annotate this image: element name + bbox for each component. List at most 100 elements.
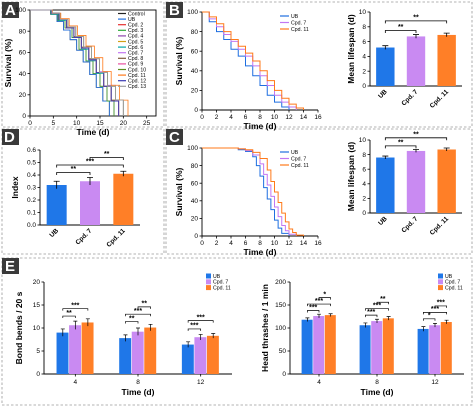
- panel-c-survival-xtick-label: 12: [285, 240, 293, 247]
- panel-e-head-legend-swatch: [438, 279, 443, 285]
- panel-d-ytick-label: 0.6: [27, 147, 36, 154]
- panel-a-plot-frame: [29, 9, 157, 117]
- panel-e-bends-bar: [181, 344, 194, 374]
- panel-e-head-significance-label: *: [323, 291, 326, 298]
- panel-a-legend-entry: Cpd. 13: [128, 84, 146, 90]
- panel-e-head-bar: [359, 325, 371, 374]
- panel-bc-frame: [165, 1, 473, 128]
- panel-a-legend-entry: Cpd. 4: [128, 34, 143, 40]
- panel-e-head-significance-bracket: [318, 297, 331, 300]
- panel-e-head-error-bar: [433, 323, 437, 328]
- panel-c-survival-ytick-label: 40: [191, 198, 199, 205]
- panel-b-bar-bar: [437, 34, 456, 86]
- panel-e-bends-bar: [56, 332, 69, 374]
- panel-b-survival-series-line: [202, 11, 304, 110]
- panel-e-bends-bar: [131, 331, 144, 374]
- panel-d-bar: [113, 173, 134, 225]
- panel-b-survival-xtick-label: 0: [200, 114, 204, 121]
- panel-c-survival-series-line: [202, 147, 304, 236]
- panel-c-survival-series-line: [202, 147, 297, 236]
- panel-e-head-significance-label: ***: [315, 298, 323, 305]
- panel-b-survival-xtick-label: 12: [285, 114, 293, 121]
- panel-b-bar-significance-label: **: [413, 14, 419, 21]
- panel-a-legend-entry: Cpd. 6: [128, 45, 143, 51]
- panel-c-survival-legend-entry: Cpd. 7: [291, 156, 306, 162]
- panel-a-xlabel: Time (d): [77, 127, 110, 137]
- panel-e-bends-legend-swatch: [206, 285, 211, 291]
- panel-b-survival-xtick-label: 4: [229, 114, 233, 121]
- panel-a-xtick-label: 25: [143, 120, 151, 127]
- panel-c-bar-ytick-label: 10: [359, 137, 367, 144]
- panel-e-bends-bar: [81, 322, 94, 374]
- panel-e-bends-bar: [119, 338, 132, 374]
- panel-e-head-legend-entry: UB: [445, 274, 453, 280]
- panel-e-bends-significance-label: **: [129, 315, 135, 322]
- panel-e-head-legend-swatch: [438, 285, 443, 291]
- panel-a-legend-entry: Cpd. 2: [128, 23, 143, 29]
- panel-a-legend-entry: Cpd. 8: [128, 56, 143, 62]
- panel-b-bar-significance-label: **: [398, 24, 404, 31]
- panel-a-ylabel: Survival (%): [3, 39, 13, 88]
- panel-b-survival-legend-entry: Cpd. 7: [291, 20, 306, 26]
- panel-b-bar-error-bar: [443, 32, 450, 37]
- panel-b-bar-category-label: Cpd. 7: [400, 88, 419, 107]
- panel-c-bar-bar: [437, 149, 456, 213]
- panel-d-ytick-label: 0.2: [27, 197, 36, 204]
- panel-e-head-error-bar: [444, 319, 449, 324]
- panel-a-ytick-label: 80: [19, 28, 27, 35]
- panel-d-significance-bracket: [56, 172, 91, 175]
- panel-c-bar-bar: [376, 157, 395, 213]
- panel-a-legend-entry: Control: [128, 11, 145, 17]
- panel-e-head-bar: [371, 321, 383, 374]
- panel-e-bends-significance-bracket: [62, 308, 89, 311]
- panel-d-significance-label: ***: [86, 159, 94, 166]
- panel-a-ytick-label: 60: [19, 50, 27, 57]
- panel-e-head-error-bar: [375, 318, 379, 323]
- panel-a-xtick-label: 10: [73, 120, 81, 127]
- panel-e-bends-significance-label: ***: [197, 314, 205, 321]
- panel-a-ytick-label: 40: [19, 71, 27, 78]
- panel-c-bar-ytick-label: 4: [362, 181, 366, 188]
- panel-e-bends-bar: [69, 325, 81, 374]
- panel-e-head-error-bar: [386, 316, 391, 321]
- panel-c-survival-xtick-label: 8: [258, 240, 262, 247]
- panel-d-bar: [80, 181, 100, 225]
- panel-b-survival-legend-entry: Cpd. 11: [291, 27, 309, 33]
- panel-e-head-significance-label: ***: [309, 304, 317, 311]
- panel-e-head-bar: [382, 318, 394, 374]
- panel-e-head-legend-swatch: [438, 273, 443, 279]
- panel-e-head-significance-label: ***: [373, 302, 381, 309]
- panel-c-survival-ytick-label: 60: [191, 180, 199, 187]
- panel-a-legend-entry: Cpd. 10: [128, 67, 146, 73]
- panel-a-legend-entry: Cpd. 12: [128, 79, 146, 85]
- panel-c-survival-xtick-label: 0: [200, 240, 204, 247]
- panel-tag-c: C: [166, 129, 183, 146]
- panel-b-bar-error-bar: [413, 34, 419, 39]
- panel-b-survival-legend-entry: UB: [291, 14, 299, 20]
- panel-b-survival-xtick-label: 8: [258, 114, 262, 121]
- panel-e-bends-error-bar: [85, 318, 90, 327]
- panel-label-a: A: [5, 2, 16, 19]
- panel-c-bar-ytick-label: 0: [362, 210, 366, 217]
- panel-b-bar-category-label: Cpd. 11: [429, 88, 451, 110]
- panel-c-bar-ytick-label: 6: [362, 166, 366, 173]
- panel-e-head-significance-label: ***: [437, 300, 445, 307]
- panel-e-bends-significance-label: **: [66, 310, 72, 317]
- panel-a-legend-entry: Cpd. 7: [128, 51, 143, 57]
- panel-e-bends-legend-entry: UB: [213, 274, 221, 280]
- panel-e-head-significance-label: **: [380, 296, 386, 303]
- panel-e-bends-category-label: 8: [136, 379, 140, 386]
- panel-tag-b: B: [166, 2, 183, 19]
- panel-c-survival-xtick-label: 16: [314, 240, 322, 247]
- panel-c-bar-error-bar: [413, 149, 419, 153]
- panel-b-bar-error-bar: [382, 45, 389, 50]
- panel-b-bar-ytick-label: 6: [362, 39, 366, 46]
- panel-b-survival-ylabel: Survival (%): [174, 37, 184, 86]
- panel-e-head-significance-bracket: [423, 312, 447, 315]
- panel-e-head-bar: [301, 319, 313, 374]
- panel-c-bar-category-label: Cpd. 7: [400, 215, 419, 234]
- panel-e-bends-ytick-label: 10: [33, 325, 41, 332]
- panel-b-survival-xtick-label: 2: [215, 114, 219, 121]
- panel-e-bends-significance-bracket: [137, 306, 151, 309]
- panel-b-survival-ytick-label: 60: [191, 48, 199, 55]
